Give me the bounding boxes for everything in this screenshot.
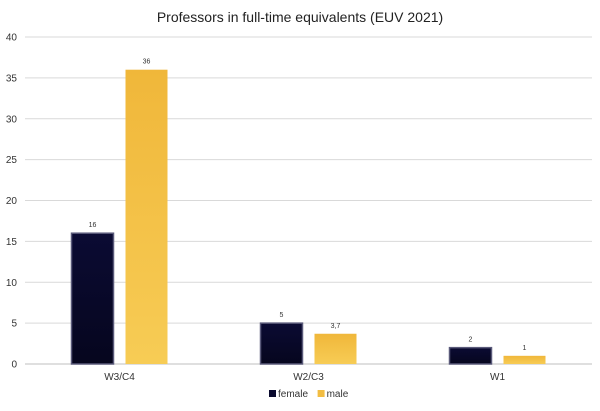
legend-label-male: male (327, 389, 349, 400)
bars (70, 69, 546, 365)
data-label: 16 (89, 222, 97, 229)
y-tick-label: 30 (6, 114, 18, 125)
y-tick-label: 35 (6, 73, 18, 84)
y-tick-label: 40 (6, 33, 18, 44)
legend: female male (269, 389, 349, 400)
legend-swatch-female (269, 390, 276, 397)
y-axis-ticks: 0 5 10 15 20 25 30 35 40 (6, 33, 18, 371)
data-label: 2 (469, 337, 473, 344)
bar-female-w2c3 (259, 322, 304, 365)
y-tick-label: 0 (11, 360, 17, 371)
x-category-label: W1 (490, 372, 505, 383)
bar-male-w2c3 (314, 333, 357, 364)
data-label: 36 (143, 59, 151, 66)
y-tick-label: 15 (6, 237, 18, 248)
legend-label-female: female (278, 389, 308, 400)
y-tick-label: 10 (6, 278, 18, 289)
bar-male-w1 (503, 355, 546, 364)
y-tick-label: 25 (6, 155, 18, 166)
data-labels: 16 36 5 3,7 2 1 (89, 59, 527, 352)
x-category-label: W2/C3 (293, 372, 324, 383)
x-category-label: W3/C4 (104, 372, 135, 383)
y-tick-label: 5 (11, 319, 17, 330)
data-label: 1 (523, 345, 527, 352)
x-axis-categories: W3/C4 W2/C3 W1 (104, 372, 505, 383)
data-label: 5 (280, 312, 284, 319)
legend-swatch-male (317, 390, 325, 397)
data-label: 3,7 (331, 323, 341, 330)
bar-female-w1 (448, 346, 493, 365)
gridlines (25, 36, 592, 365)
bar-female-w3c4 (70, 232, 115, 365)
bar-male-w3c4 (125, 69, 168, 364)
chart-title: Professors in full-time equivalents (EUV… (157, 9, 443, 25)
y-tick-label: 20 (6, 196, 18, 207)
